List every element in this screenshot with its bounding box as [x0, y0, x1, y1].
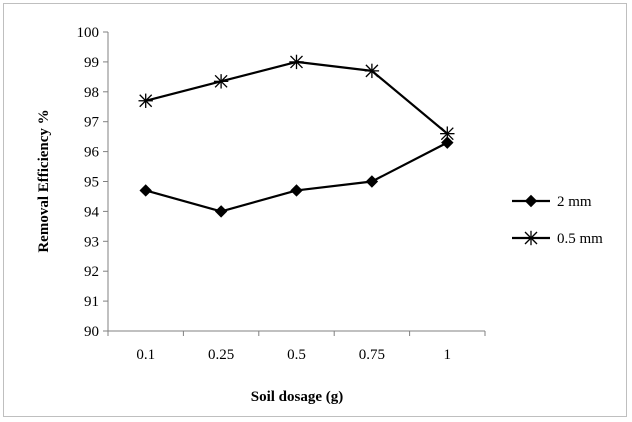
data-point-diamond — [139, 184, 152, 197]
x-tick-label: 1 — [444, 347, 452, 363]
y-tick-label: 90 — [84, 324, 99, 340]
data-point-asterisk — [138, 93, 153, 108]
y-tick-label: 94 — [84, 204, 100, 220]
legend-marker-asterisk — [523, 230, 539, 246]
data-point-asterisk — [213, 74, 229, 89]
legend-item-1: 2 mm — [512, 194, 592, 210]
x-axis-label: Soil dosage (g) — [251, 389, 344, 405]
y-tick-label: 98 — [84, 85, 99, 101]
data-point-asterisk — [289, 54, 304, 70]
legend-marker-diamond — [524, 194, 538, 208]
y-tick-label: 92 — [84, 264, 99, 280]
y-tick-label: 97 — [84, 115, 100, 131]
series-line — [145, 141, 448, 213]
y-tick-label: 93 — [84, 234, 99, 250]
legend-label: 2 mm — [557, 194, 592, 210]
x-tick-label: 0.75 — [359, 347, 385, 363]
y-tick-label: 91 — [84, 294, 99, 310]
x-tick-label: 0.1 — [136, 347, 155, 363]
series-line — [145, 60, 449, 135]
y-tick-label: 99 — [84, 55, 99, 71]
y-tick-label: 95 — [84, 175, 99, 191]
data-point-asterisk — [440, 126, 455, 141]
data-point-diamond — [365, 175, 379, 188]
series-1 — [139, 136, 454, 218]
y-axis-label: Removal Efficiency % — [36, 109, 52, 252]
series-layer — [138, 54, 455, 218]
legend: 2 mm 0.5 mm — [512, 194, 603, 247]
data-point-asterisk — [364, 63, 380, 79]
axes — [107, 32, 485, 332]
x-tick-label: 0.25 — [208, 347, 234, 363]
series-2 — [138, 54, 455, 141]
x-ticks: 0.1 0.25 0.5 0.75 1 — [107, 331, 486, 363]
chart-frame — [3, 3, 627, 417]
legend-label: 0.5 mm — [557, 231, 603, 247]
y-tick-label: 96 — [84, 145, 100, 161]
y-ticks: 90 91 92 93 94 95 96 97 98 99 100 — [77, 25, 108, 340]
data-point-diamond — [441, 136, 454, 149]
legend-item-2: 0.5 mm — [512, 230, 603, 247]
data-point-diamond — [290, 184, 303, 197]
x-tick-label: 0.5 — [287, 347, 306, 363]
y-tick-label: 100 — [77, 25, 100, 41]
data-point-diamond — [214, 205, 228, 218]
